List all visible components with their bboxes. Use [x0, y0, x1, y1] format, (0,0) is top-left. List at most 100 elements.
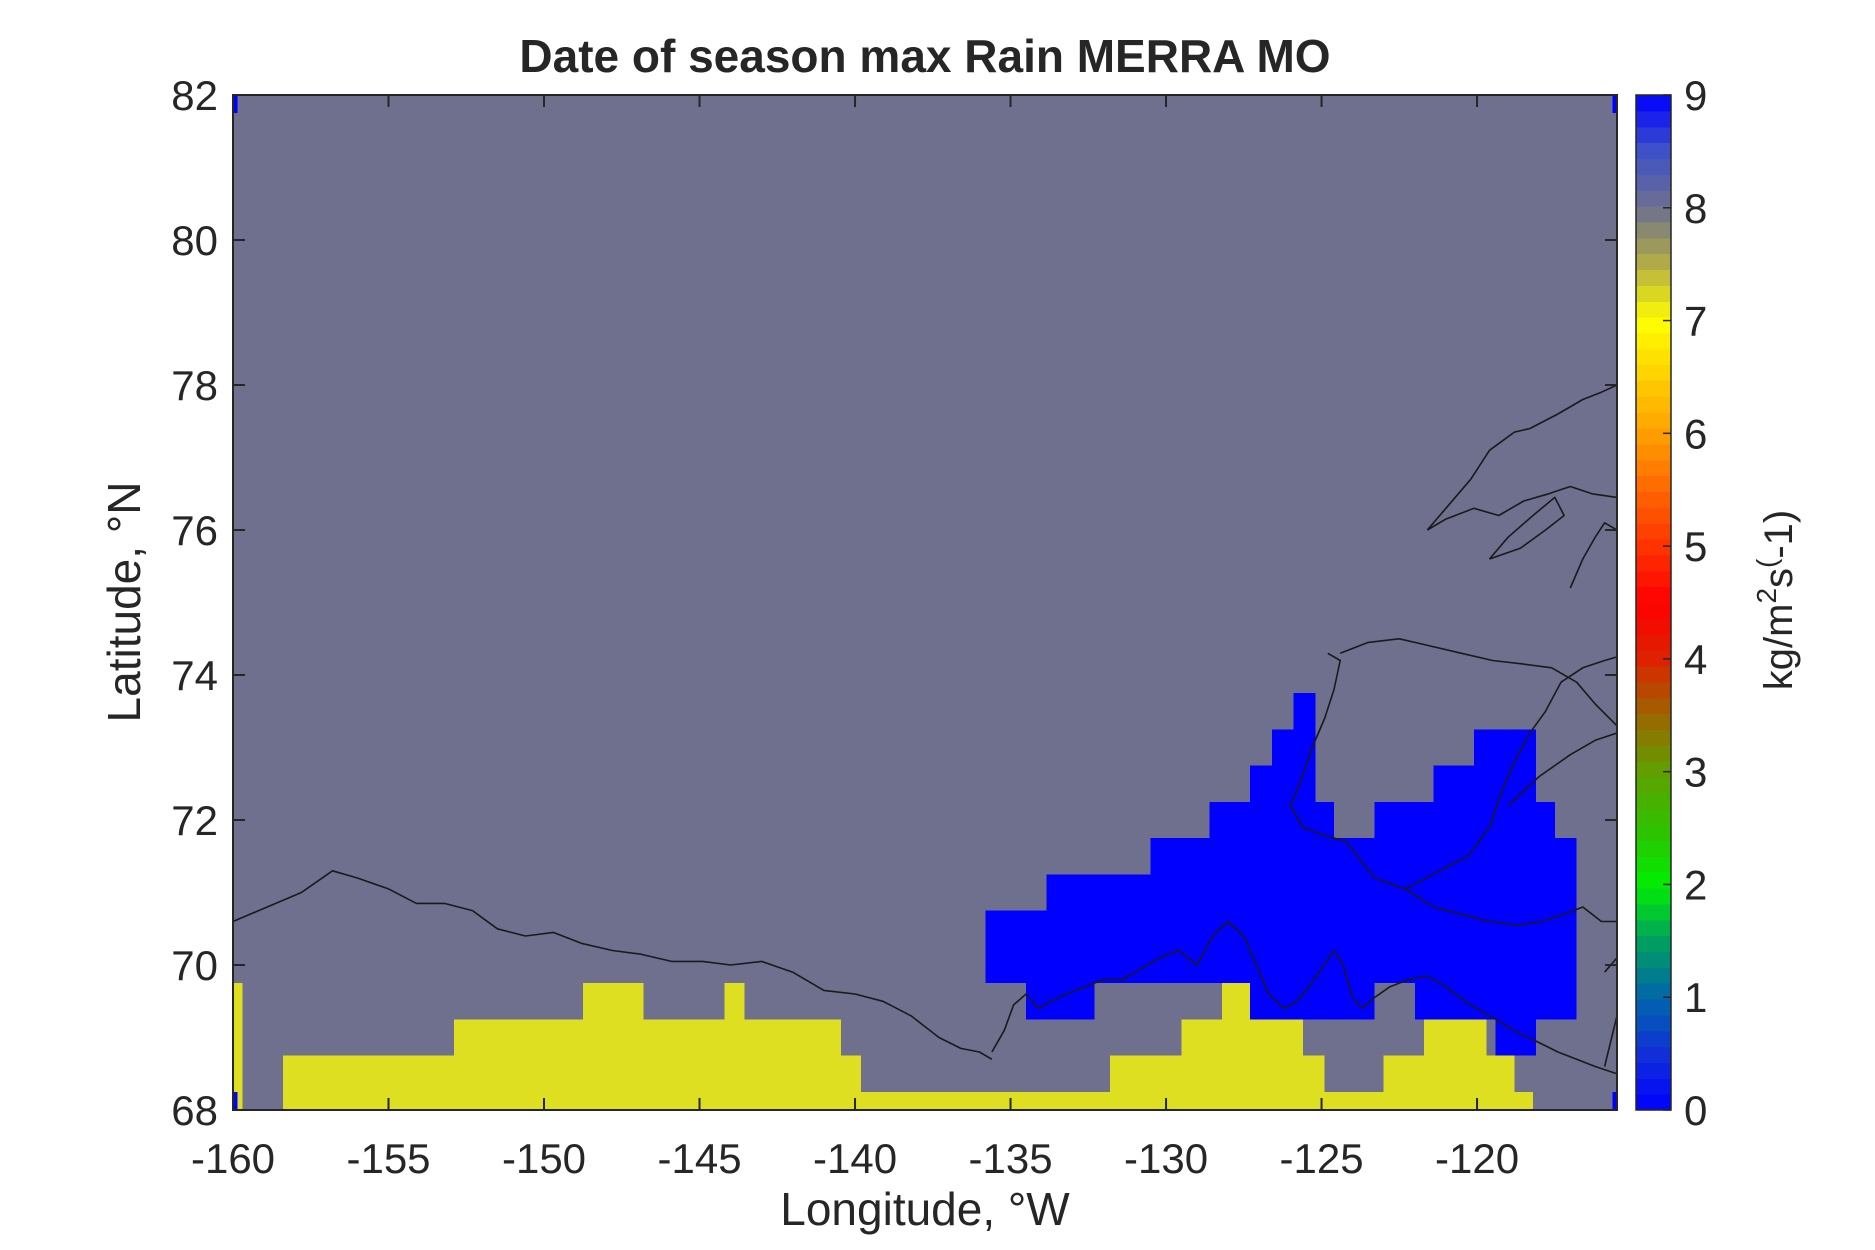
x-tick-label: -135 [968, 1135, 1052, 1182]
y-tick-label: 74 [171, 652, 218, 699]
colorbar-swatch [1636, 221, 1671, 239]
heatmap-cell [643, 1019, 725, 1110]
y-tick-label: 80 [171, 217, 218, 264]
heatmap-cell [1262, 1019, 1303, 1110]
coastline [991, 920, 1617, 1075]
plot-frame [232, 94, 1618, 1111]
colorbar-swatch [1636, 903, 1671, 921]
x-tick-label: -130 [1124, 1135, 1208, 1182]
x-tick-label: -120 [1435, 1135, 1519, 1182]
heatmap-cell [1433, 765, 1474, 1020]
heatmap-cell [1315, 801, 1334, 1020]
colorbar-swatch [1636, 364, 1671, 382]
heatmap-cell [861, 1091, 1111, 1110]
colorbar-swatch [1636, 998, 1671, 1016]
heatmap-cell [1209, 801, 1251, 984]
colorbar-swatch [1636, 697, 1671, 715]
colorbar-swatch [1636, 95, 1671, 112]
colorbar-swatch [1636, 380, 1671, 397]
coastlines [233, 384, 1617, 1075]
x-axis-ticks: -160 -155 -150 -145 -140 -135 -130 -125 -120 [191, 95, 1519, 1182]
colorbar-swatch [1636, 1094, 1671, 1111]
colorbar-frame [1635, 94, 1672, 1111]
heatmap-cell [1250, 765, 1272, 1020]
colorbar-swatch [1636, 887, 1671, 905]
heatmap-cell [1026, 983, 1047, 1020]
heatmap-cell [1473, 729, 1496, 1020]
coastline [1488, 496, 1565, 560]
x-tick-label: -145 [657, 1135, 741, 1182]
heatmap-cells [233, 95, 1617, 1110]
colorbar-swatch [1636, 761, 1671, 778]
colorbar-swatch [1636, 428, 1671, 445]
y-tick-label: 82 [171, 72, 218, 119]
colorbar-swatch [1636, 713, 1671, 730]
colorbar-swatch [1636, 126, 1671, 144]
heatmap-cell [1612, 95, 1617, 114]
x-tick-label: -150 [502, 1135, 586, 1182]
colorbar-swatch [1636, 1030, 1671, 1048]
coastline [1405, 888, 1617, 926]
colorbar-swatch [1636, 570, 1671, 588]
colorbar-tick-label: 6 [1684, 410, 1707, 457]
heatmap-cell [1514, 1091, 1534, 1110]
colorbar-label-end: -1) [1757, 510, 1801, 559]
heatmap-cell [1293, 693, 1316, 1020]
colorbar-tick-label: 7 [1684, 298, 1707, 345]
colorbar-swatch [1636, 951, 1671, 968]
y-tick-label: 70 [171, 942, 218, 989]
heatmap-cell [233, 983, 243, 1110]
colorbar-swatch [1636, 110, 1671, 128]
colorbar-tick-label: 3 [1684, 749, 1707, 796]
colorbar-swatch [1636, 332, 1671, 350]
colorbar-swatch [1636, 491, 1671, 508]
heatmap-cell [233, 95, 238, 114]
heatmap-cell [1271, 729, 1294, 1020]
coastline [1569, 521, 1617, 589]
colorbar-swatch [1636, 158, 1671, 175]
colorbar-swatch [1636, 459, 1671, 477]
heatmap-cell [582, 983, 644, 1110]
colorbar-swatch [1636, 1062, 1671, 1079]
colorbar-swatch [1636, 618, 1671, 635]
colorbar-swatch [1636, 1078, 1671, 1095]
heatmap-cell [1414, 801, 1434, 1020]
colorbar-swatch [1636, 396, 1671, 413]
heatmap-cell [1424, 1019, 1487, 1110]
x-tick-label: -125 [1280, 1135, 1364, 1182]
colorbar-swatch [1636, 142, 1671, 160]
coastline [1426, 384, 1617, 531]
heatmap-cell [1302, 1055, 1325, 1110]
coastline [1426, 485, 1617, 531]
colorbar-swatch [1636, 269, 1671, 286]
heatmap-cell [1181, 1019, 1223, 1110]
heatmap-cell [1150, 838, 1210, 984]
colorbar-swatch [1636, 206, 1671, 223]
colorbar-swatch [1636, 840, 1671, 857]
y-axis-label: Latitude, °N [98, 482, 150, 723]
colorbar-swatch [1636, 602, 1671, 619]
heatmap-cell [1495, 729, 1537, 1056]
heatmap-cell [233, 1091, 238, 1110]
y-axis-ticks: 68 70 72 74 76 78 80 82 [171, 72, 1617, 1134]
heatmap-cell [1374, 801, 1415, 984]
colorbar-swatch [1636, 983, 1671, 1000]
heatmap-cell [1612, 1091, 1617, 1110]
heatmap-cell [1486, 1055, 1515, 1110]
colorbar-swatch [1636, 856, 1671, 873]
heatmap-cell [453, 1019, 583, 1110]
colorbar-swatch [1636, 412, 1671, 429]
colorbar-swatch [1636, 539, 1671, 556]
heatmap-cell [1554, 838, 1577, 1020]
colorbar-swatch [1636, 174, 1671, 191]
heatmap-cell [1110, 1055, 1182, 1110]
colorbar-swatch [1636, 523, 1671, 540]
colorbar [1635, 94, 1672, 1111]
x-tick-label: -155 [346, 1135, 430, 1182]
heatmap-cell [1536, 801, 1555, 1020]
heatmap-cell [744, 1019, 842, 1110]
colorbar-tick-label: 8 [1684, 185, 1707, 232]
colorbar-swatch [1636, 935, 1671, 953]
colorbar-swatch [1636, 872, 1671, 889]
colorbar-swatch [1636, 237, 1671, 255]
